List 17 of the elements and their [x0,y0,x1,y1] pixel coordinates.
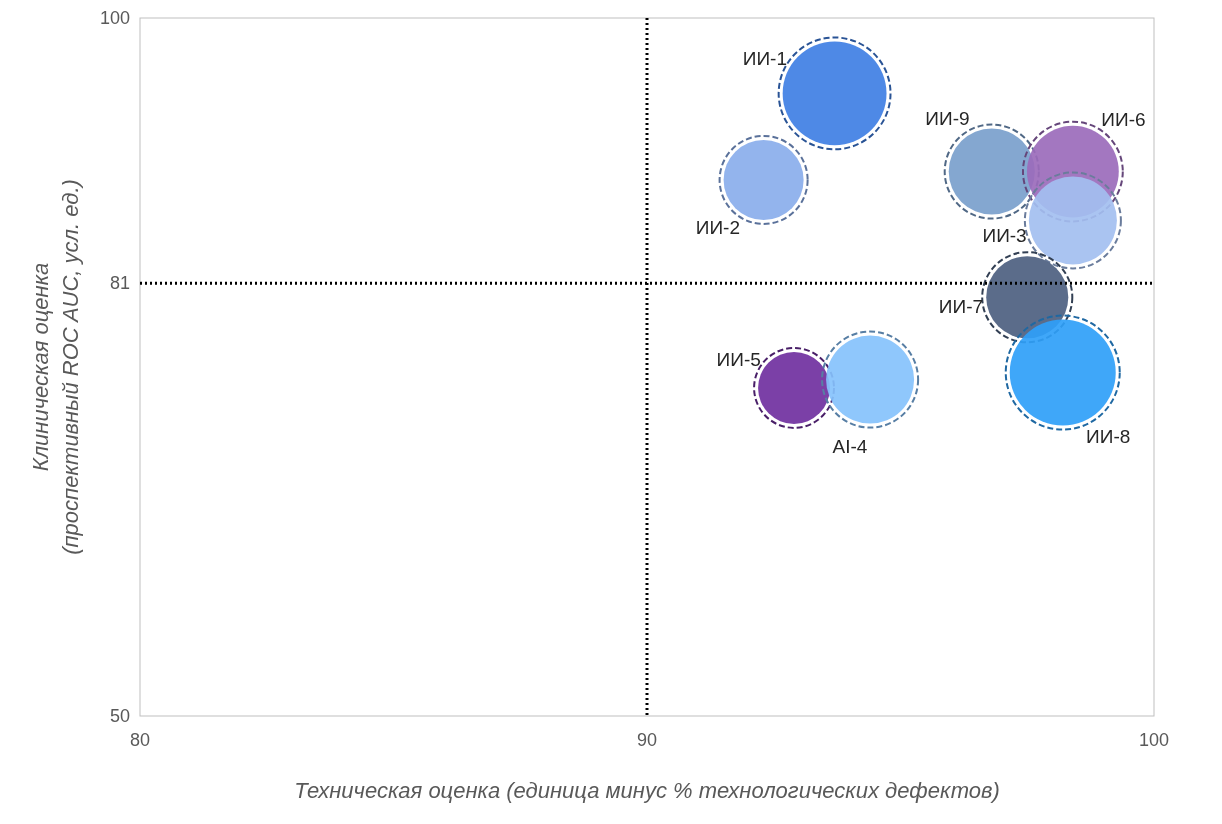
series-label: ИИ-7 [938,296,984,318]
series-label: ИИ-8 [1086,426,1131,448]
series-label: ИИ-1 [742,47,787,69]
series-label: AI-4 [832,435,868,457]
series-label: ИИ-9 [925,107,970,129]
x-tick-label: 80 [129,730,151,750]
y-tick-label: 100 [99,8,130,28]
y-tick-label: 50 [109,706,130,726]
y-axis-title: Клиническая оценка (проспективный ROC AUC, усл. ед.) [28,179,83,555]
series-label: ИИ-5 [716,349,761,371]
series-label: ИИ-2 [695,216,740,238]
x-tick-label: 90 [636,730,658,750]
series-label: ИИ-6 [1101,109,1146,131]
x-axis-title: Техническая оценка (единица минус % технологических дефектов) [294,778,1000,803]
y-tick-label: 81 [109,273,130,294]
x-tick-label: 100 [1138,730,1170,750]
series-label: ИИ-3 [982,224,1027,246]
